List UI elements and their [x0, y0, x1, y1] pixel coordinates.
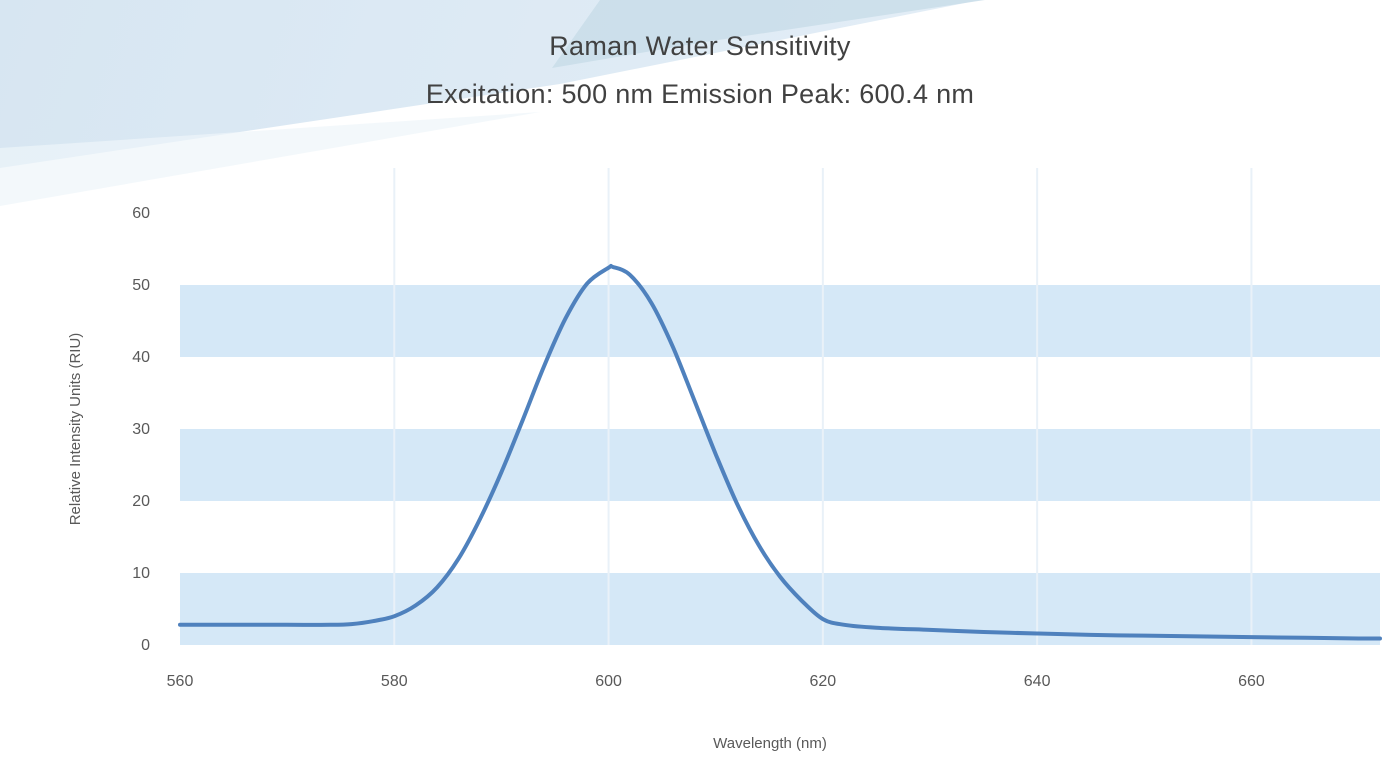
y-tick-label: 60 [132, 205, 150, 222]
y-tick-label: 10 [132, 565, 150, 582]
y-tick-label: 40 [132, 349, 150, 366]
x-tick-label: 600 [595, 673, 622, 690]
plot-band [180, 429, 1380, 501]
series-curves [178, 263, 1382, 641]
x-axis-title: Wavelength (nm) [713, 735, 827, 752]
chart-title-block: Raman Water Sensitivity Excitation: 500 … [0, 22, 1400, 118]
y-tick-label: 0 [141, 637, 150, 654]
chart-title: Raman Water Sensitivity [549, 31, 851, 61]
y-tick-label: 30 [132, 421, 150, 438]
y-tick-label: 50 [132, 277, 150, 294]
x-gridlines [393, 168, 1253, 645]
x-tick-label: 660 [1238, 673, 1265, 690]
plot-band [180, 573, 1380, 645]
chart-subtitle: Excitation: 500 nm Emission Peak: 600.4 … [425, 79, 975, 109]
plot-band [180, 285, 1380, 357]
plot-bands [180, 285, 1380, 645]
y-axis-ticks: 0 10 20 30 40 50 60 [132, 205, 150, 654]
x-tick-label: 580 [381, 673, 408, 690]
x-tick-label: 620 [810, 673, 837, 690]
x-tick-label: 560 [167, 673, 194, 690]
y-tick-label: 20 [132, 493, 150, 510]
emission-curve [178, 263, 1382, 641]
x-tick-label: 640 [1024, 673, 1051, 690]
x-axis-ticks: 560 580 600 620 640 660 [167, 673, 1265, 690]
y-axis-title: Relative Intensity Units (RIU) [67, 333, 84, 526]
